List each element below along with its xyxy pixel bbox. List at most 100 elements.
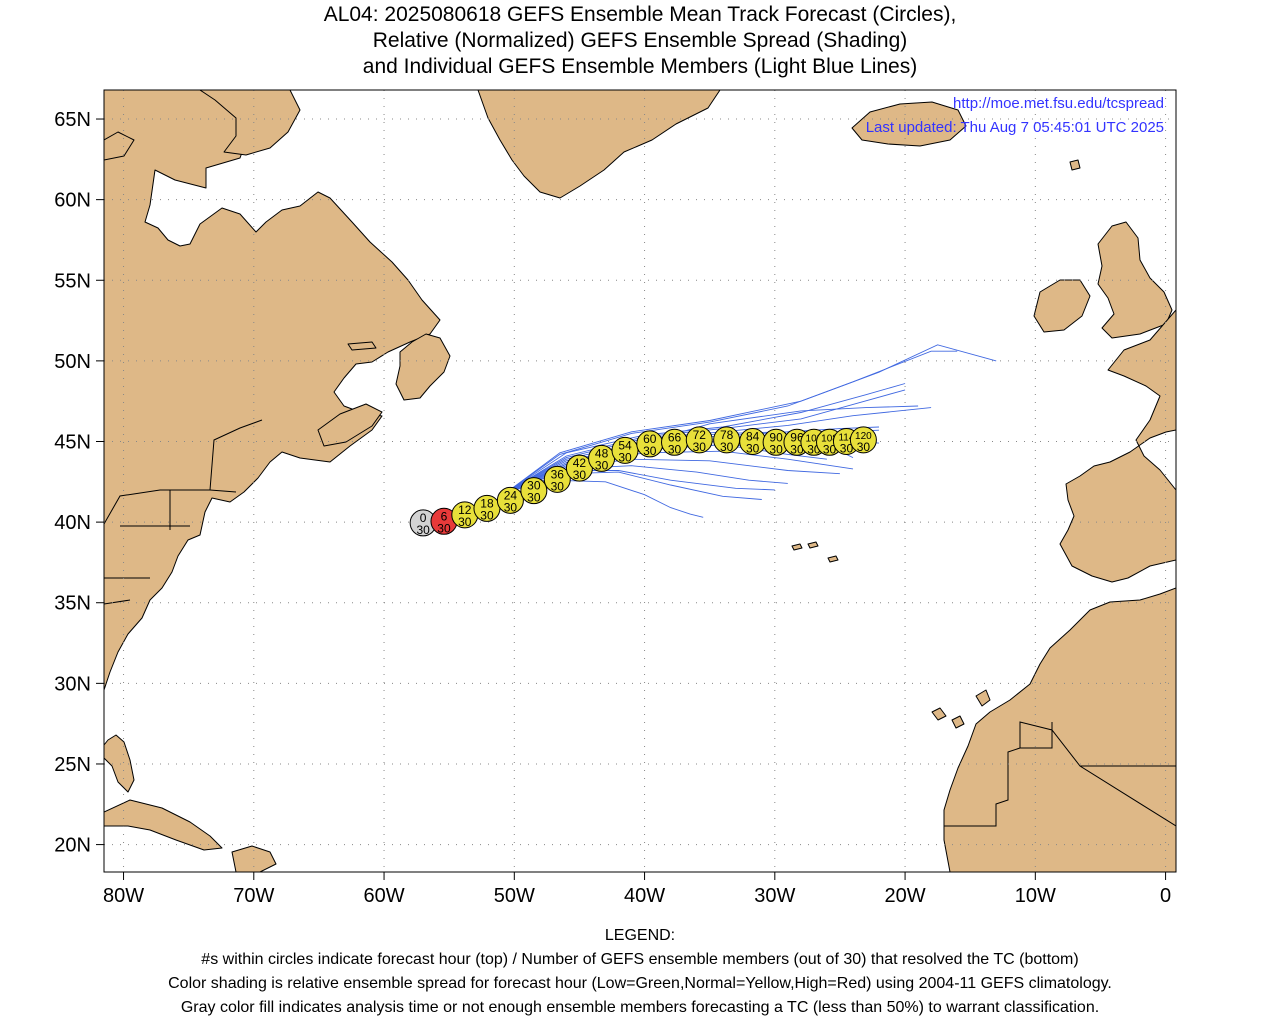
member-count-label: 30 xyxy=(437,521,451,535)
forecast-hour-label: 114 xyxy=(838,432,854,443)
y-tick-label: 60N xyxy=(54,190,91,212)
y-tick-label: 50N xyxy=(54,351,91,373)
forecast-hour-label: 0 xyxy=(420,511,427,525)
forecast-hour-label: 108 xyxy=(821,433,838,444)
member-count-label: 30 xyxy=(746,441,760,455)
y-tick-label: 55N xyxy=(54,270,91,292)
y-tick-label: 65N xyxy=(54,109,91,131)
x-tick-label: 10W xyxy=(1015,885,1056,907)
x-tick-label: 20W xyxy=(885,885,926,907)
source-url-text: http://moe.met.fsu.edu/tcspread xyxy=(953,95,1164,112)
forecast-hour-label: 54 xyxy=(618,438,632,452)
member-count-label: 30 xyxy=(823,442,837,456)
iceland xyxy=(851,101,967,147)
member-count-label: 30 xyxy=(573,468,587,482)
forecast-hour-label: 36 xyxy=(551,467,565,481)
baffin-island xyxy=(199,90,301,156)
borders-layer xyxy=(104,419,1176,827)
chart-title: AL04: 2025080618 GEFS Ensemble Mean Trac… xyxy=(0,2,1280,80)
x-tick-label: 40W xyxy=(624,885,665,907)
anticosti-island xyxy=(347,341,377,351)
forecast-hour-label: 90 xyxy=(769,430,783,444)
title-line-3: and Individual GEFS Ensemble Members (Li… xyxy=(362,55,918,78)
member-count-label: 30 xyxy=(595,458,609,472)
y-tick-label: 45N xyxy=(54,431,91,453)
forecast-hour-label: 6 xyxy=(441,509,448,523)
greenland xyxy=(477,90,721,199)
newfoundland xyxy=(395,333,451,401)
x-tick-label: 70W xyxy=(233,885,274,907)
legend-line-3: Gray color fill indicates analysis time … xyxy=(180,999,1100,1016)
last-updated-text: Last updated: Thu Aug 7 05:45:01 UTC 202… xyxy=(866,119,1164,136)
x-tick-label: 0 xyxy=(1160,885,1171,907)
track-point: 030 xyxy=(409,509,437,537)
track-circle xyxy=(685,426,713,454)
track-circle xyxy=(520,477,548,505)
member-count-label: 30 xyxy=(504,500,518,514)
legend: LEGEND: #s within circles indicate forec… xyxy=(0,924,1280,1020)
track-circle xyxy=(849,426,877,454)
ireland xyxy=(1033,279,1091,333)
forecast-hour-label: 30 xyxy=(527,479,541,493)
us-state-borders xyxy=(104,489,237,605)
y-tick-label: 20N xyxy=(54,835,91,857)
member-count-label: 30 xyxy=(643,444,657,458)
forecast-hour-label: 24 xyxy=(504,488,518,502)
x-tick-label: 80W xyxy=(103,885,144,907)
forecast-hour-label: 102 xyxy=(806,433,823,444)
title-line-1: AL04: 2025080618 GEFS Ensemble Mean Trac… xyxy=(323,3,957,26)
member-count-label: 30 xyxy=(769,442,783,456)
member-count-label: 30 xyxy=(527,491,541,505)
forecast-hour-label: 42 xyxy=(573,456,587,470)
forecast-hour-label: 18 xyxy=(480,496,494,510)
forecast-hour-label: 72 xyxy=(693,428,707,442)
forecast-hour-label: 84 xyxy=(746,429,760,443)
x-tick-label: 60W xyxy=(363,885,404,907)
y-tick-label: 30N xyxy=(54,673,91,695)
forecast-hour-label: 60 xyxy=(643,432,657,446)
arctic-island xyxy=(104,131,135,161)
plot-frame xyxy=(103,89,1177,873)
x-axis: 80W 70W 60W 50W 40W 30W 20W 10W 0 xyxy=(103,872,1171,907)
azores-islands xyxy=(791,541,839,563)
member-count-label: 30 xyxy=(857,440,871,454)
member-count-label: 30 xyxy=(458,515,472,529)
track-map: 0306301230183024303030363042304830543060… xyxy=(54,89,1177,907)
forecast-hour-label: 120 xyxy=(855,431,872,442)
ensemble-member-line xyxy=(507,344,997,492)
nova-scotia xyxy=(317,403,383,447)
mean-track: 0306301230183024303030363042304830543060… xyxy=(409,426,877,537)
y-tick-label: 25N xyxy=(54,754,91,776)
x-tick-label: 50W xyxy=(494,885,535,907)
forecast-hour-label: 66 xyxy=(668,430,682,444)
y-tick-label: 35N xyxy=(54,593,91,615)
europe-mainland xyxy=(1059,309,1176,583)
legend-line-1: #s within circles indicate forecast hour… xyxy=(201,951,1079,968)
member-count-label: 30 xyxy=(720,440,734,454)
y-tick-label: 40N xyxy=(54,512,91,534)
member-count-label: 30 xyxy=(551,479,565,493)
canary-islands xyxy=(931,689,991,729)
track-point: 630 xyxy=(430,507,458,535)
forecast-hour-label: 48 xyxy=(595,446,609,460)
track-circle xyxy=(496,486,524,514)
forecast-hour-label: 78 xyxy=(720,428,734,442)
member-count-label: 30 xyxy=(416,523,430,537)
faroe-islands xyxy=(1069,159,1081,171)
member-count-label: 30 xyxy=(790,442,804,456)
member-count-label: 30 xyxy=(618,450,632,464)
